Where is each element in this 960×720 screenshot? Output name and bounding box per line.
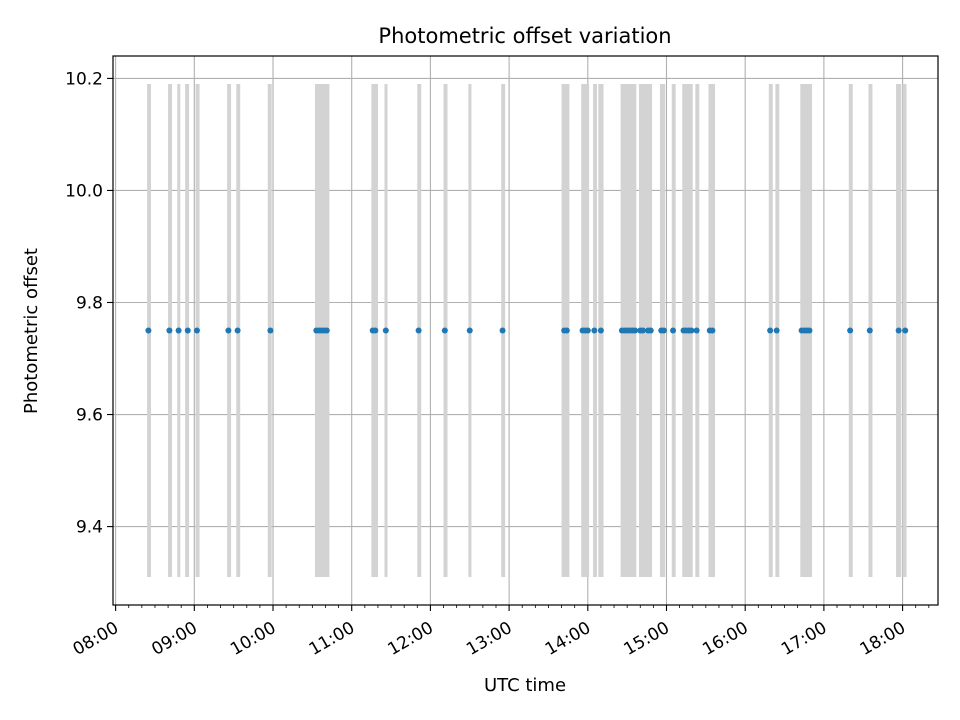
data-point bbox=[175, 327, 182, 334]
data-point bbox=[632, 327, 639, 334]
data-point bbox=[372, 327, 379, 334]
data-point bbox=[660, 327, 667, 334]
data-point bbox=[693, 327, 700, 334]
data-point bbox=[225, 327, 232, 334]
data-point bbox=[639, 327, 646, 334]
y-tick-label: 10.0 bbox=[65, 181, 103, 201]
x-axis-label: UTC time bbox=[484, 675, 566, 696]
data-point bbox=[688, 327, 695, 334]
data-point bbox=[234, 327, 241, 334]
data-point bbox=[591, 327, 598, 334]
data-point bbox=[647, 327, 654, 334]
data-point bbox=[441, 327, 448, 334]
x-tick-label: 16:00 bbox=[699, 618, 751, 660]
y-axis-ticks: 9.4 9.6 9.8 10.0 10.2 bbox=[65, 69, 113, 538]
y-tick-label: 9.6 bbox=[76, 406, 103, 426]
x-axis-ticks: 08:00 09:00 10:00 11:00 12:00 13:00 14:00 15:00… bbox=[70, 605, 930, 660]
x-tick-label: 14:00 bbox=[542, 618, 594, 660]
data-point bbox=[166, 327, 173, 334]
data-point bbox=[184, 327, 191, 334]
x-tick-label: 13:00 bbox=[463, 618, 515, 660]
data-point bbox=[466, 327, 473, 334]
data-point bbox=[145, 327, 152, 334]
data-point bbox=[709, 327, 716, 334]
chart-title: Photometric offset variation bbox=[378, 24, 671, 48]
data-point bbox=[323, 327, 330, 334]
y-tick-label: 9.4 bbox=[76, 518, 103, 538]
observation-bands bbox=[147, 84, 907, 577]
data-point bbox=[767, 327, 774, 334]
data-point bbox=[847, 327, 854, 334]
x-tick-label: 12:00 bbox=[384, 618, 436, 660]
y-tick-label: 9.8 bbox=[76, 293, 103, 313]
x-tick-label: 17:00 bbox=[778, 618, 830, 660]
x-tick-label: 10:00 bbox=[227, 618, 279, 660]
data-point bbox=[670, 327, 677, 334]
y-axis-label: Photometric offset bbox=[21, 248, 42, 414]
data-point bbox=[866, 327, 873, 334]
y-tick-label: 10.2 bbox=[65, 69, 103, 89]
data-points bbox=[145, 327, 909, 334]
data-point bbox=[382, 327, 389, 334]
x-tick-label: 11:00 bbox=[306, 618, 358, 660]
data-point bbox=[584, 327, 591, 334]
x-tick-label: 08:00 bbox=[70, 618, 122, 660]
data-point bbox=[499, 327, 506, 334]
data-point bbox=[415, 327, 422, 334]
data-point bbox=[267, 327, 274, 334]
plot-frame bbox=[112, 55, 939, 606]
data-point bbox=[895, 327, 902, 334]
data-point bbox=[773, 327, 780, 334]
x-tick-label: 09:00 bbox=[148, 618, 200, 660]
data-point bbox=[563, 327, 570, 334]
x-tick-label: 18:00 bbox=[857, 618, 909, 660]
data-point bbox=[597, 327, 604, 334]
x-tick-label: 15:00 bbox=[621, 618, 673, 660]
data-point bbox=[193, 327, 200, 334]
data-point bbox=[902, 327, 909, 334]
data-point bbox=[806, 327, 813, 334]
